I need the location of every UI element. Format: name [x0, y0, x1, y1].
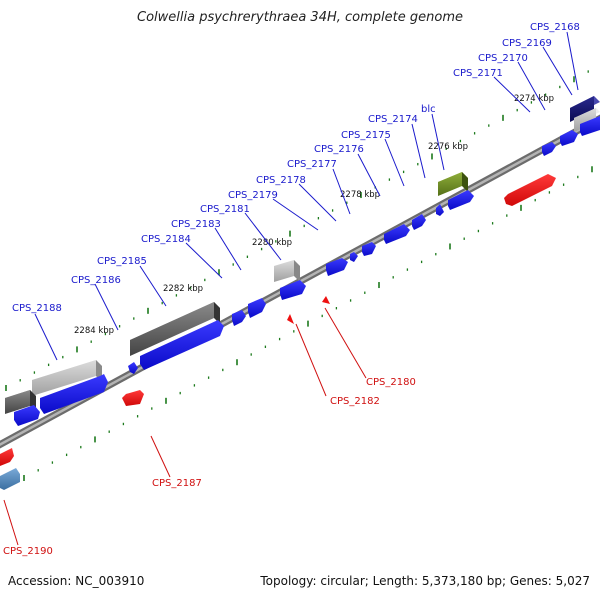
reverse-strand-genes	[0, 174, 556, 490]
gene-arrow-forward[interactable]	[280, 280, 306, 300]
gene-arrow-reverse[interactable]	[0, 448, 14, 466]
gene-label[interactable]: CPS_2175	[341, 130, 391, 141]
kbp-marker: 2282 kbp	[163, 284, 203, 294]
leader-line	[566, 31, 579, 91]
leader-line	[150, 435, 171, 478]
leader-line	[384, 138, 405, 187]
gene-label[interactable]: CPS_2188	[12, 303, 62, 314]
gene-label[interactable]: blc	[421, 104, 436, 115]
leader-line	[214, 227, 242, 271]
gene-box-gray-dark[interactable]	[130, 302, 220, 356]
gene-box-gray-light[interactable]	[574, 108, 600, 132]
gene-box-olive[interactable]	[438, 172, 468, 196]
leader-line	[139, 265, 167, 307]
map-title: Colwellia psychrerythraea 34H, complete …	[137, 10, 463, 25]
genome-summary-text: Topology: circular; Length: 5,373,180 bp…	[260, 574, 590, 588]
label-leader-lines	[3, 31, 579, 546]
gene-arrow-forward[interactable]	[542, 142, 556, 156]
gene-box-navy[interactable]	[570, 96, 600, 122]
kbp-marker: 2284 kbp	[74, 326, 114, 336]
gene-arrow-forward[interactable]	[232, 310, 246, 326]
forward-strand-genes	[5, 96, 600, 426]
kbp-marker: 2278 kbp	[340, 190, 380, 200]
gene-label[interactable]: CPS_2184	[141, 234, 191, 245]
gene-box-gray-light[interactable]	[32, 360, 102, 396]
gene-label[interactable]: CPS_2176	[314, 144, 364, 155]
gene-label[interactable]: CPS_2171	[453, 68, 503, 79]
kbp-marker: 2274 kbp	[514, 94, 554, 104]
accession-text: Accession: NC_003910	[8, 574, 145, 588]
leader-line	[298, 183, 337, 222]
gene-arrow-forward[interactable]	[140, 320, 224, 370]
kbp-marker: 2276 kbp	[428, 142, 468, 152]
gene-box-steel[interactable]	[0, 468, 20, 490]
gene-label[interactable]: CPS_2183	[171, 219, 221, 230]
tick-marks-inner	[23, 166, 593, 481]
gene-label[interactable]: CPS_2181	[200, 204, 250, 215]
gene-arrow-forward[interactable]	[248, 298, 266, 318]
gene-label[interactable]: CPS_2187	[152, 478, 202, 489]
tick-marks-outer	[5, 70, 589, 391]
gene-arrow-forward[interactable]	[40, 374, 108, 414]
leader-line	[244, 212, 282, 261]
gene-label[interactable]: CPS_2190	[3, 546, 53, 557]
gene-arrow-forward[interactable]	[560, 130, 578, 146]
gene-arrow-forward[interactable]	[128, 362, 138, 374]
leader-line	[411, 123, 426, 179]
kbp-marker: 2280 kbp	[252, 238, 292, 248]
forward-gene-labels: CPS_2168 CPS_2169 CPS_2170 CPS_2171 blc …	[12, 22, 580, 314]
gene-arrow-reverse[interactable]	[287, 314, 294, 324]
gene-arrow-forward[interactable]	[326, 258, 348, 276]
gene-label[interactable]: CPS_2182	[330, 396, 380, 407]
gene-arrow-reverse[interactable]	[122, 390, 144, 406]
gene-label[interactable]: CPS_2179	[228, 190, 278, 201]
gene-label[interactable]: CPS_2169	[502, 38, 552, 49]
gene-arrow-forward[interactable]	[580, 116, 600, 136]
gene-arrow-forward[interactable]	[384, 224, 410, 244]
gene-arrow-reverse[interactable]	[322, 296, 330, 304]
leader-line	[185, 242, 223, 279]
leader-line	[34, 313, 58, 361]
gene-label[interactable]: CPS_2180	[366, 377, 416, 388]
gene-box-gray-light[interactable]	[274, 260, 300, 282]
gene-arrow-forward[interactable]	[14, 405, 40, 426]
gene-label[interactable]: CPS_2186	[71, 275, 121, 286]
gene-label[interactable]: CPS_2168	[530, 22, 580, 33]
gene-label[interactable]: CPS_2177	[287, 159, 337, 170]
leader-line	[295, 323, 327, 397]
gene-arrow-forward[interactable]	[448, 190, 474, 210]
gene-label[interactable]: CPS_2170	[478, 53, 528, 64]
gene-arrow-forward[interactable]	[412, 214, 426, 230]
leader-line	[542, 46, 573, 96]
gene-label[interactable]: CPS_2185	[97, 256, 147, 267]
leader-line	[272, 198, 319, 231]
leader-line	[357, 153, 381, 197]
leader-line	[431, 113, 445, 171]
kbp-markers: 2274 kbp 2276 kbp 2278 kbp 2280 kbp 2282…	[74, 94, 554, 336]
gene-arrow-reverse[interactable]	[504, 174, 556, 206]
leader-line	[493, 76, 531, 113]
leader-line	[324, 307, 367, 379]
gene-arrow-forward[interactable]	[436, 204, 444, 216]
gene-arrow-forward[interactable]	[362, 242, 376, 256]
gene-arrow-forward[interactable]	[350, 252, 358, 262]
gene-label[interactable]: CPS_2178	[256, 175, 306, 186]
leader-line	[94, 283, 119, 331]
reverse-gene-labels: CPS_2180 CPS_2182 CPS_2187 CPS_2190	[3, 377, 416, 557]
leader-line	[517, 61, 546, 111]
gene-label[interactable]: CPS_2174	[368, 114, 418, 125]
leader-line	[332, 168, 351, 215]
leader-line	[3, 499, 19, 546]
